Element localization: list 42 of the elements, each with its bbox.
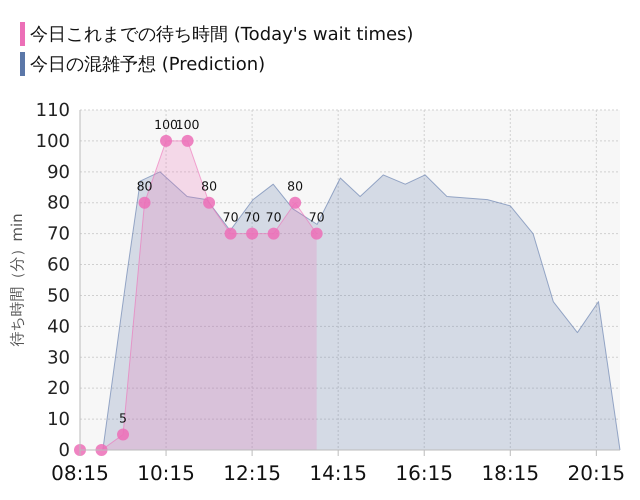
point (289, 196, 302, 209)
y-tick-label: 30 (47, 347, 70, 368)
point (182, 134, 194, 147)
point (138, 196, 151, 209)
y-tick-label: 0 (58, 440, 70, 461)
data-label: 70 (222, 210, 239, 225)
x-tick-label: 16:15 (395, 461, 454, 485)
y-tick-label: 50 (47, 285, 70, 306)
point (203, 196, 216, 209)
x-tick-label: 12:15 (223, 461, 281, 485)
point (310, 228, 323, 240)
y-tick-label: 70 (47, 224, 70, 245)
y-tick-label: 80 (47, 192, 70, 214)
data-label: 5 (119, 410, 128, 426)
x-tick-label: 14:15 (309, 461, 367, 485)
y-tick-label: 10 (47, 409, 70, 430)
point (224, 228, 237, 240)
data-label: 70 (244, 210, 260, 225)
point (268, 228, 280, 240)
y-tick-label: 90 (47, 162, 70, 183)
x-tick-label: 10:15 (137, 461, 195, 485)
data-label: 80 (287, 178, 304, 194)
y-axis-title: 待ち時間（分）min (8, 213, 26, 347)
legend-label: 今日の混雑予想 (Prediction) (30, 54, 266, 75)
y-tick-label: 20 (47, 378, 70, 400)
data-label: 80 (201, 178, 218, 194)
legend-label: 今日これまでの待ち時間 (Today's wait times) (30, 24, 414, 45)
data-label: 100 (176, 116, 200, 132)
x-tick-label: 08:15 (51, 461, 109, 485)
x-tick-label: 18:15 (481, 461, 540, 485)
y-tick-label: 110 (36, 100, 70, 121)
y-tick-label: 100 (36, 130, 70, 152)
x-tick-label: 20:15 (568, 461, 626, 485)
point (246, 228, 258, 240)
point (160, 134, 172, 147)
data-label: 70 (308, 210, 325, 225)
data-label: 80 (136, 178, 153, 194)
data-label: 100 (154, 116, 178, 132)
data-label: 70 (266, 210, 282, 225)
y-tick-label: 40 (47, 316, 70, 338)
point (117, 428, 130, 441)
y-tick-label: 60 (47, 254, 70, 276)
